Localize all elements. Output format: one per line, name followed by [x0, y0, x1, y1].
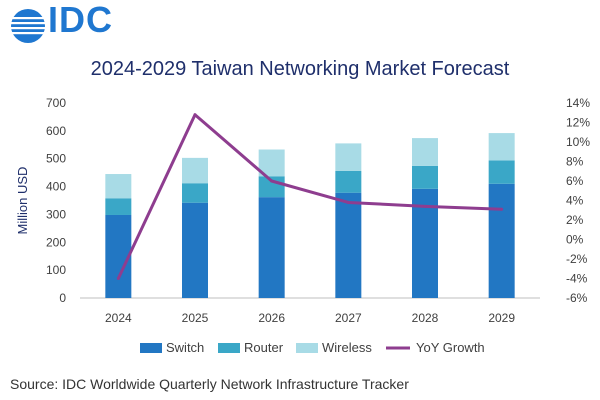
- x-tick-label: 2025: [182, 311, 209, 325]
- y-tick-label: 200: [46, 235, 66, 249]
- bar-wireless-2028: [412, 138, 438, 166]
- legend-label-yoy-growth: YoY Growth: [416, 340, 485, 355]
- y-tick-label: 600: [46, 124, 66, 138]
- yoy-growth-point: [116, 277, 120, 280]
- bar-wireless-2029: [488, 133, 515, 161]
- bar-router-2029: [488, 160, 515, 184]
- y2-tick-label: 2%: [566, 213, 584, 227]
- bar-switch-2026: [258, 197, 285, 298]
- y2-tick-label: 8%: [566, 155, 584, 169]
- bar-switch-2027: [335, 192, 362, 298]
- y-axis-label: Million USD: [15, 167, 30, 235]
- source-note: Source: IDC Worldwide Quarterly Network …: [10, 376, 409, 392]
- bar-switch-2029: [488, 183, 515, 298]
- yoy-growth-point: [423, 204, 427, 208]
- legend-label-router: Router: [244, 340, 284, 355]
- y-tick-label: 700: [46, 96, 66, 110]
- y2-tick-label: -2%: [566, 252, 588, 266]
- idc-logo: [11, 9, 45, 43]
- y-tick-label: 100: [46, 263, 66, 277]
- bar-router-2025: [182, 183, 208, 203]
- bar-wireless-2024: [105, 174, 132, 199]
- bar-router-2027: [335, 170, 362, 193]
- yoy-growth-point: [193, 113, 197, 117]
- y2-tick-label: 14%: [566, 96, 590, 110]
- y2-tick-label: 0%: [566, 233, 584, 247]
- y2-tick-label: -4%: [566, 272, 588, 286]
- y2-tick-label: 6%: [566, 174, 584, 188]
- legend-swatch-router: [218, 343, 240, 353]
- yoy-growth-point: [346, 200, 350, 204]
- yoy-growth-line: [116, 113, 502, 280]
- bar-wireless-2027: [335, 143, 362, 171]
- legend-label-wireless: Wireless: [322, 340, 372, 355]
- chart-title: 2024-2029 Taiwan Networking Market Forec…: [90, 58, 510, 80]
- yoy-growth-point: [500, 207, 504, 211]
- y-tick-label: 500: [46, 152, 66, 166]
- y-tick-label: 300: [46, 207, 66, 221]
- y-tick-label: 0: [59, 291, 66, 305]
- bar-router-2024: [105, 198, 132, 215]
- y2-tick-label: 4%: [566, 194, 584, 208]
- globe-icon: [11, 9, 45, 43]
- logo-text: IDC: [48, 0, 113, 40]
- legend-label-switch: Switch: [166, 340, 204, 355]
- y2-tick-label: -6%: [566, 291, 588, 305]
- x-tick-label: 2024: [105, 311, 132, 325]
- y2-tick-label: 12%: [566, 116, 590, 130]
- x-tick-label: 2028: [412, 311, 439, 325]
- bar-switch-2025: [182, 202, 208, 298]
- x-tick-label: 2026: [258, 311, 285, 325]
- x-tick-label: 2029: [488, 311, 515, 325]
- yoy-growth-point: [270, 179, 274, 183]
- x-tick-label: 2027: [335, 311, 362, 325]
- bar-wireless-2025: [182, 157, 208, 184]
- y-tick-label: 400: [46, 180, 66, 194]
- y2-tick-label: 10%: [566, 135, 590, 149]
- legend-swatch-wireless: [296, 343, 318, 353]
- legend-swatch-switch: [140, 343, 162, 353]
- bar-router-2028: [412, 165, 438, 189]
